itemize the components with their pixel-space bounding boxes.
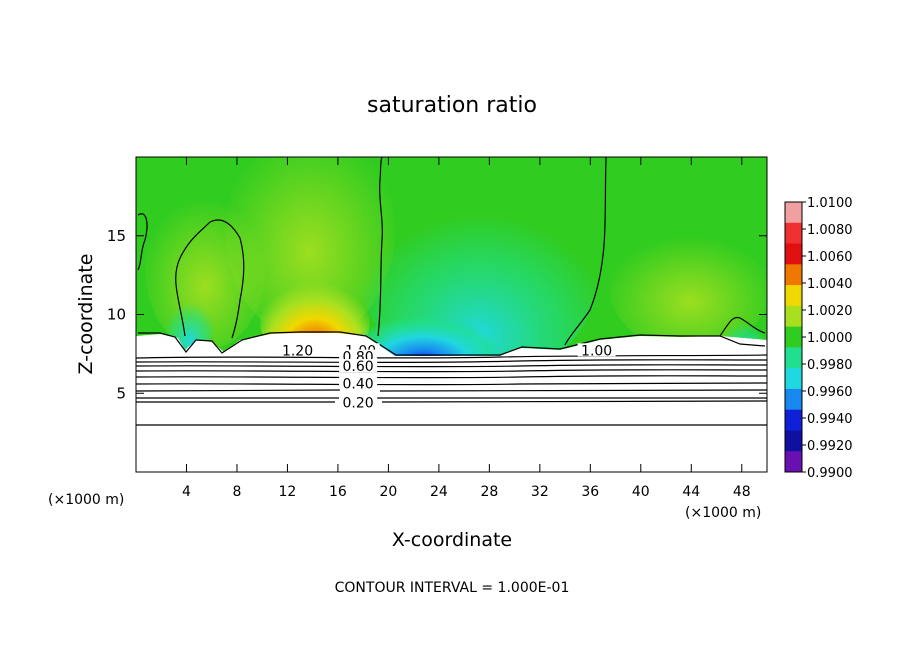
x-tick-label: 40 bbox=[632, 484, 650, 500]
y-tick-label: 10 bbox=[107, 306, 126, 324]
colorbar-labels: 1.0100 1.0080 1.0060 1.0040 1.0020 1.0000 0.99… bbox=[802, 196, 853, 481]
colorbar-label: 0.9960 bbox=[807, 385, 853, 400]
cloud-outline-far-left bbox=[137, 213, 148, 271]
x-axis-ticks: 4 8 12 16 20 24 28 32 36 40 44 48 bbox=[182, 157, 751, 500]
contour-label-bg bbox=[577, 343, 616, 357]
colorbar-label: 1.0100 bbox=[807, 196, 853, 211]
colorbar-label: 1.0000 bbox=[807, 331, 853, 346]
x-tick-label: 44 bbox=[682, 484, 700, 500]
contour-label: 0.20 bbox=[343, 395, 374, 411]
contour-label-bg bbox=[339, 395, 378, 409]
x-axis-label: X-coordinate bbox=[392, 529, 512, 551]
contour-level-0-80 bbox=[136, 364, 767, 368]
colorbar-segment bbox=[785, 305, 802, 328]
contour-level-1-00 bbox=[136, 354, 767, 359]
x-tick-label: 28 bbox=[480, 484, 498, 500]
y-axis-ticks: 5 10 15 bbox=[107, 227, 767, 402]
contour-label: 0.60 bbox=[343, 359, 374, 375]
y-tick-label: 15 bbox=[107, 227, 126, 245]
colorbar-label: 0.9920 bbox=[807, 439, 853, 454]
colorbar-segment bbox=[785, 368, 802, 390]
colorbar: 1.0100 1.0080 1.0060 1.0040 1.0020 1.0000 0.99… bbox=[784, 196, 853, 481]
contour-label: 0.40 bbox=[343, 376, 374, 392]
y-tick-label: 5 bbox=[116, 384, 126, 402]
cloud-outline-right bbox=[564, 157, 607, 346]
contour-label: 1.20 bbox=[282, 343, 313, 359]
colorbar-segment bbox=[785, 202, 802, 224]
contour-label: 1.00 bbox=[581, 343, 612, 359]
contour-level-0-70 bbox=[136, 369, 767, 373]
colorbar-segment bbox=[785, 347, 802, 369]
contour-level-0-40 bbox=[136, 389, 767, 392]
x-axis-unit-left: (×1000 m) bbox=[48, 492, 124, 508]
colorbar-label: 1.0060 bbox=[807, 250, 853, 265]
x-tick-label: 12 bbox=[279, 484, 297, 500]
contour-lines bbox=[136, 157, 767, 426]
colorbar-segment bbox=[785, 326, 802, 348]
contour-label-bg bbox=[339, 376, 378, 390]
x-tick-label: 48 bbox=[733, 484, 751, 500]
colorbar-label: 0.9900 bbox=[807, 466, 853, 481]
y-axis-label: Z-coordinate bbox=[75, 254, 97, 375]
contour-level-0-30 bbox=[136, 397, 767, 399]
x-tick-label: 16 bbox=[329, 484, 347, 500]
lower-unsaturated-region bbox=[136, 358, 767, 472]
x-axis-unit-right: (×1000 m) bbox=[685, 505, 761, 521]
colorbar-label: 1.0040 bbox=[807, 277, 853, 292]
colorbar-segment bbox=[785, 222, 802, 245]
x-tick-label: 4 bbox=[182, 484, 191, 500]
x-tick-label: 36 bbox=[581, 484, 599, 500]
x-tick-label: 8 bbox=[232, 484, 241, 500]
x-tick-label: 32 bbox=[531, 484, 549, 500]
colorbar-segment bbox=[785, 285, 802, 307]
contour-label-bg bbox=[339, 359, 378, 373]
colorbar-segments bbox=[785, 202, 802, 473]
cloud-outline-center bbox=[377, 157, 384, 337]
cloud-outline-far-right bbox=[719, 316, 766, 337]
contour-level-0-10 bbox=[136, 424, 767, 426]
chart-title: saturation ratio bbox=[367, 93, 537, 118]
contour-level-0-90 bbox=[136, 359, 767, 363]
colorbar-label: 0.9980 bbox=[807, 358, 853, 373]
colorbar-label: 1.0080 bbox=[807, 223, 853, 238]
colorbar-label: 1.0020 bbox=[807, 304, 853, 319]
contour-level-0-20 bbox=[136, 400, 767, 403]
cyan-region-left bbox=[165, 285, 215, 355]
contour-labels: 1.201.001.000.800.600.400.20 bbox=[278, 343, 616, 411]
colorbar-label: 0.9940 bbox=[807, 412, 853, 427]
x-tick-label: 24 bbox=[430, 484, 448, 500]
contour-level-0-50 bbox=[136, 382, 767, 386]
colorbar-segment bbox=[785, 430, 802, 452]
x-tick-label: 20 bbox=[379, 484, 397, 500]
contour-level-0-60 bbox=[136, 375, 767, 379]
contour-label-bg bbox=[278, 343, 317, 357]
cloud-outline-left bbox=[175, 219, 245, 339]
plot-area bbox=[136, 157, 767, 472]
colorbar-segment bbox=[785, 388, 802, 411]
cloud-boundary-contour bbox=[138, 331, 766, 356]
colorbar-segment bbox=[785, 264, 802, 286]
colorbar-segment bbox=[785, 243, 802, 265]
colorbar-segment bbox=[785, 409, 802, 431]
colorbar-segment bbox=[785, 451, 802, 473]
contour-interval-footer: CONTOUR INTERVAL = 1.000E-01 bbox=[335, 580, 570, 596]
